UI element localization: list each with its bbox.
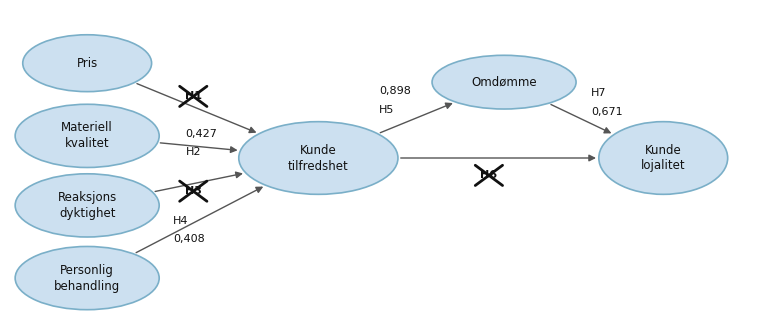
Text: H4: H4 <box>173 216 188 226</box>
Text: Kunde
tilfredshet: Kunde tilfredshet <box>288 143 349 173</box>
Text: H6: H6 <box>481 170 497 180</box>
Text: 0,427: 0,427 <box>186 129 218 139</box>
Ellipse shape <box>432 55 576 109</box>
Text: 0,671: 0,671 <box>591 107 623 118</box>
Text: H2: H2 <box>186 147 201 157</box>
Ellipse shape <box>15 104 159 167</box>
Ellipse shape <box>15 174 159 237</box>
Text: 0,408: 0,408 <box>173 234 205 244</box>
Text: Kunde
lojalitet: Kunde lojalitet <box>641 143 685 173</box>
Text: Materiell
kvalitet: Materiell kvalitet <box>61 121 113 150</box>
Ellipse shape <box>23 35 152 92</box>
Text: 0,898: 0,898 <box>379 86 411 96</box>
Text: Omdømme: Omdømme <box>471 76 537 89</box>
Text: Reaksjons
dyktighet: Reaksjons dyktighet <box>58 191 117 220</box>
Text: H3: H3 <box>185 186 202 196</box>
Text: Personlig
behandling: Personlig behandling <box>54 264 121 293</box>
Ellipse shape <box>15 246 159 310</box>
Text: H5: H5 <box>379 105 394 115</box>
Ellipse shape <box>599 122 728 194</box>
Text: H7: H7 <box>591 88 606 98</box>
Text: Pris: Pris <box>77 57 98 70</box>
Ellipse shape <box>239 122 398 194</box>
Text: H1: H1 <box>185 91 202 101</box>
